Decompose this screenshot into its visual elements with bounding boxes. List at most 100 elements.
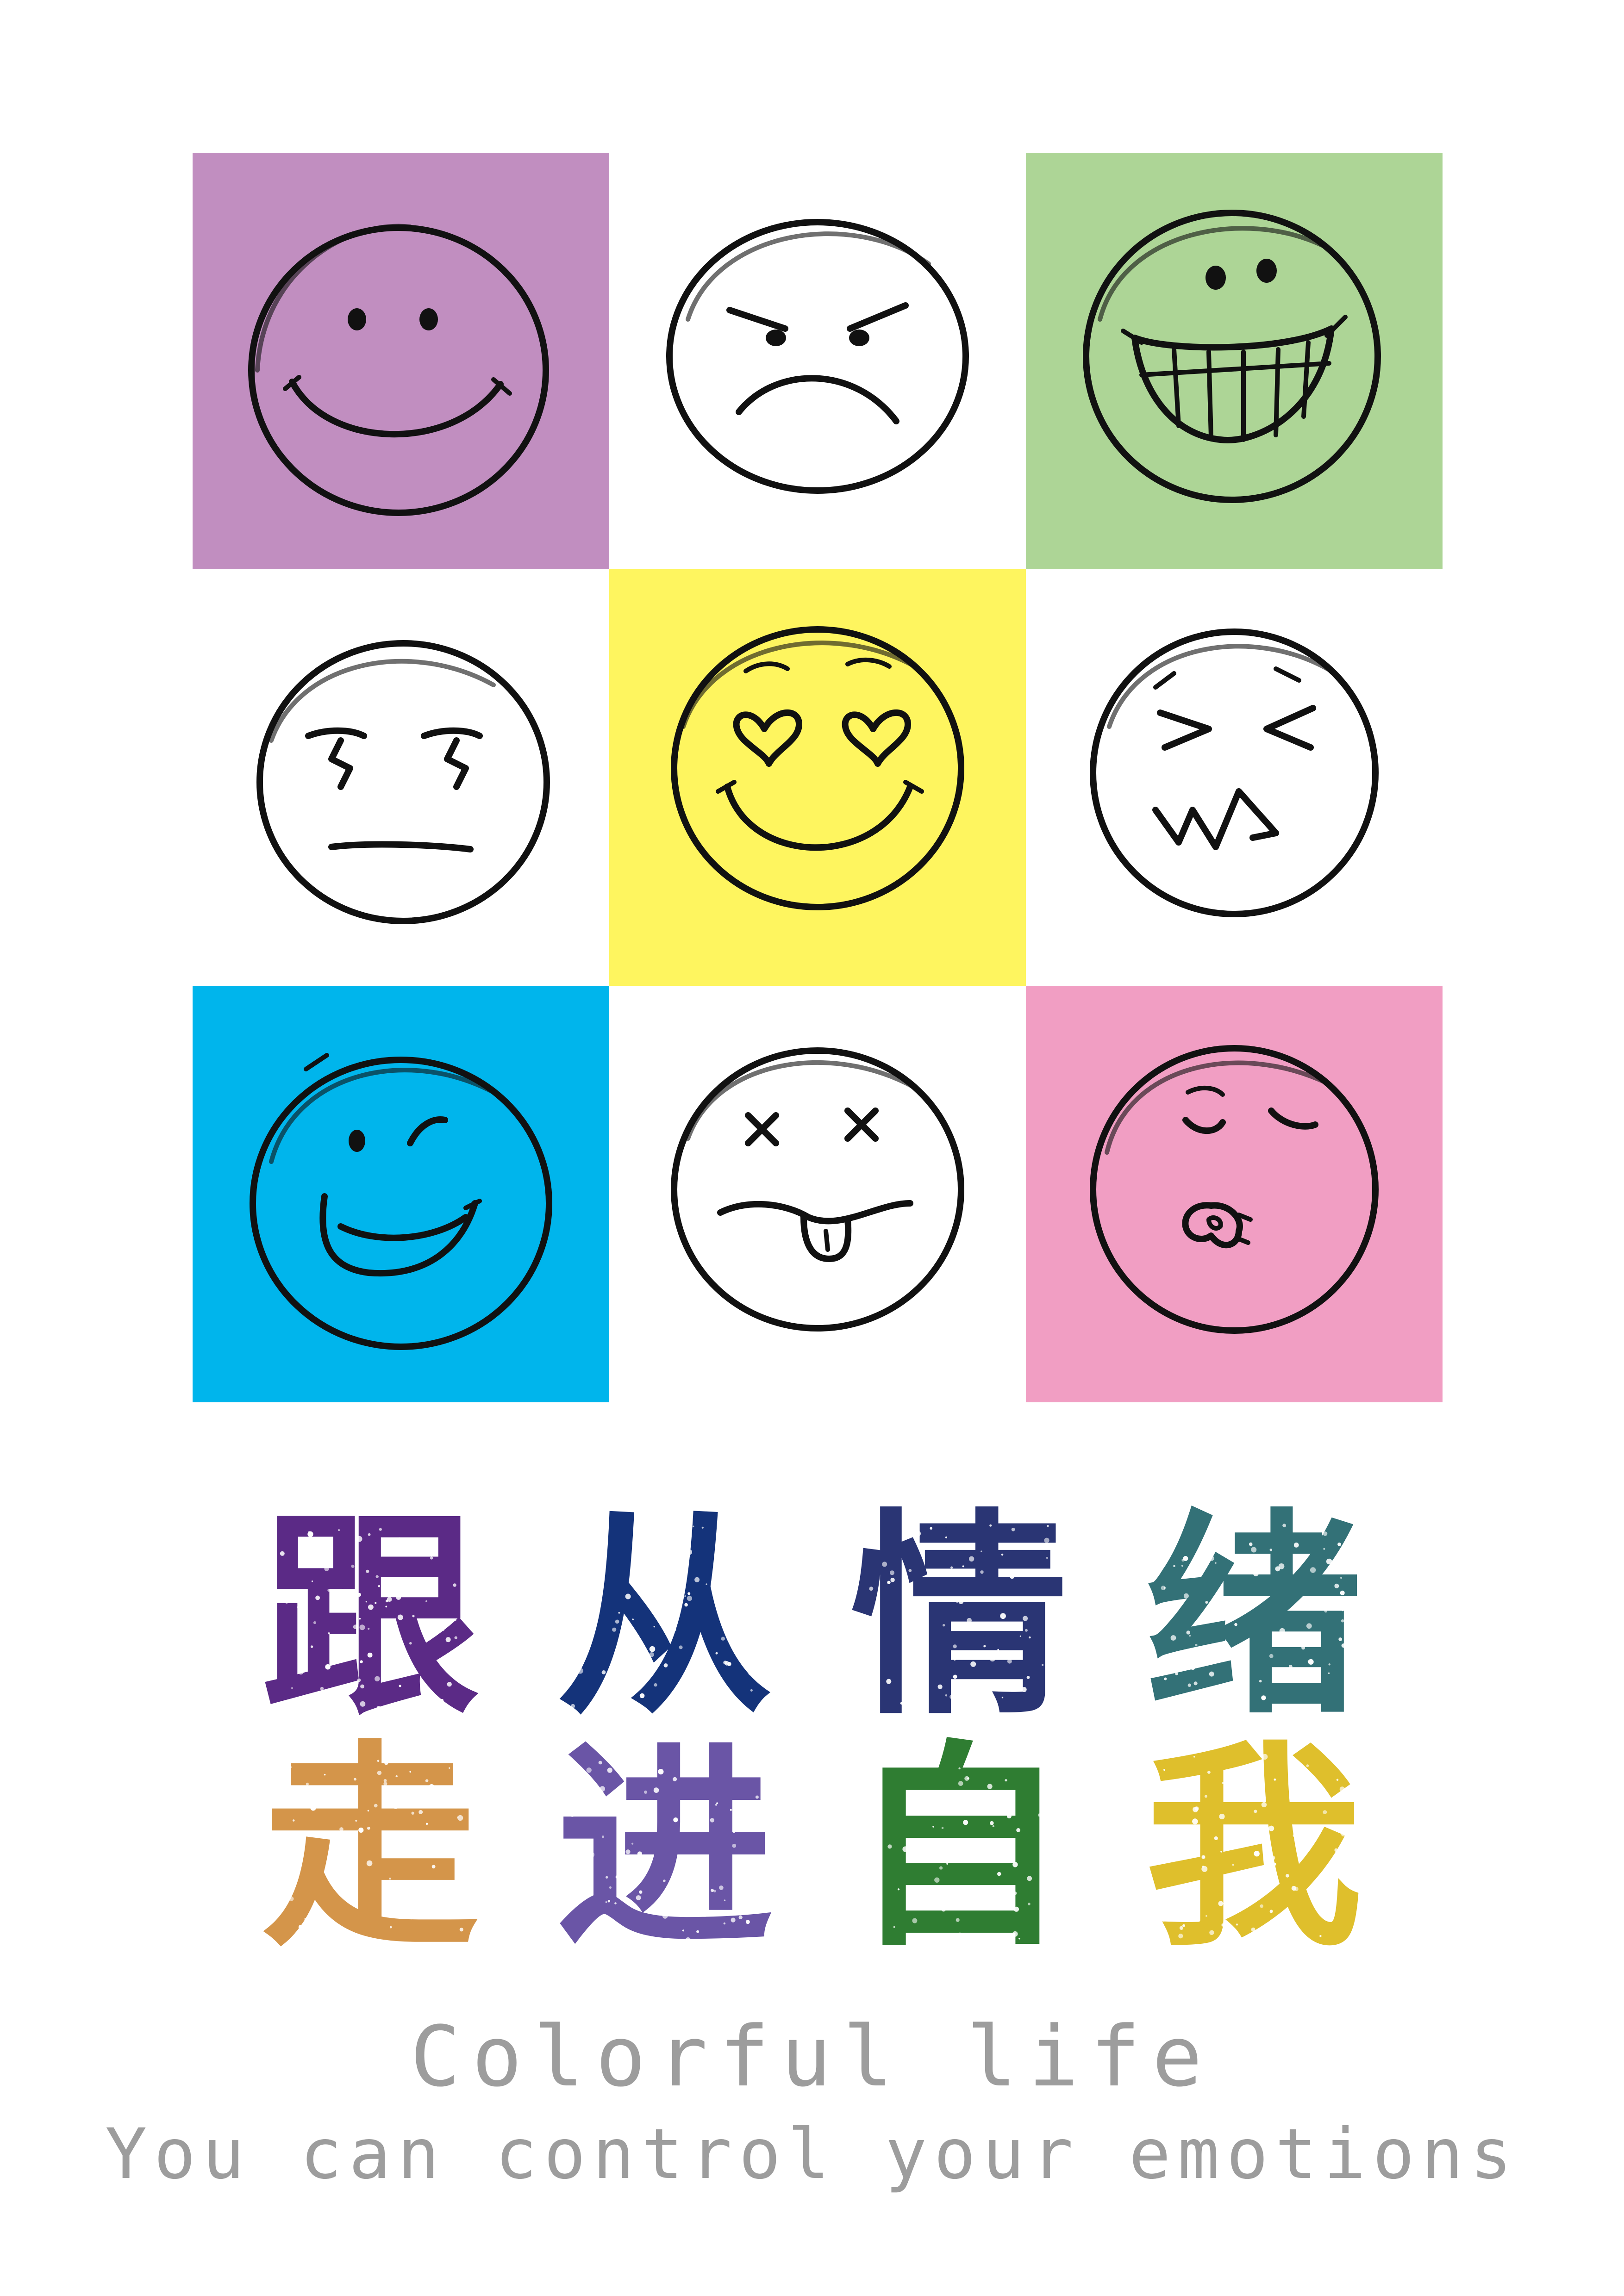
speckle-dot bbox=[1037, 1813, 1041, 1817]
speckle-dot bbox=[1012, 1931, 1018, 1937]
speckle-dot bbox=[625, 1593, 631, 1599]
speckle-dot bbox=[1001, 1697, 1004, 1699]
speckle-dot bbox=[1044, 1537, 1049, 1543]
speckle-dot bbox=[367, 1827, 370, 1830]
speckle-dot bbox=[309, 1785, 314, 1791]
speckle-dot bbox=[376, 1706, 381, 1711]
speckle-dot bbox=[713, 1890, 716, 1892]
speckle-dot bbox=[297, 1604, 303, 1610]
speckle-dot bbox=[912, 1804, 919, 1810]
speckle-dot bbox=[289, 1896, 294, 1901]
speckle-dot bbox=[1269, 1549, 1273, 1551]
speckle-dot bbox=[310, 1805, 316, 1811]
speckle-dot bbox=[307, 1705, 311, 1709]
dizzy-tongue-face-icon bbox=[671, 1047, 964, 1332]
speckle-dot bbox=[1279, 1628, 1285, 1634]
speckle-dot bbox=[1219, 1813, 1225, 1820]
speckle-dot bbox=[665, 1900, 668, 1903]
speckle-dot bbox=[1174, 1885, 1179, 1891]
speckle-dot bbox=[748, 1670, 754, 1676]
speckle-dot bbox=[871, 1880, 878, 1886]
speckle-dot bbox=[924, 1903, 928, 1907]
title-char: 自 bbox=[848, 1738, 1070, 1960]
speckle-dot bbox=[1162, 1918, 1166, 1922]
speckle-dot bbox=[327, 1589, 331, 1592]
speckle-dot bbox=[1284, 1929, 1286, 1932]
speckle-dot bbox=[1340, 1590, 1345, 1595]
speckle-dot bbox=[637, 1570, 640, 1573]
speckle-dot bbox=[1269, 1654, 1274, 1658]
speckle-dot bbox=[902, 1846, 908, 1852]
speckle-dot bbox=[1245, 1899, 1249, 1903]
speckle-dot bbox=[1042, 1664, 1044, 1666]
speckle-dot bbox=[985, 1698, 987, 1700]
speckle-dot bbox=[1182, 1924, 1185, 1927]
speckle-dot bbox=[1023, 1616, 1028, 1621]
speckle-dot bbox=[639, 1890, 643, 1894]
speckle-dot bbox=[1340, 1577, 1342, 1579]
speckle-dot bbox=[449, 1755, 453, 1759]
speckle-dot bbox=[1318, 1530, 1319, 1532]
speckle-dot bbox=[1009, 1854, 1012, 1856]
speckle-dot bbox=[989, 1655, 995, 1661]
speckle-dot bbox=[943, 1624, 945, 1627]
speckle-dot bbox=[1274, 1778, 1276, 1781]
speckle-dot bbox=[871, 1761, 877, 1767]
speckle-dot bbox=[374, 1804, 378, 1808]
speckle-dot bbox=[457, 1892, 464, 1898]
speckle-dot bbox=[1187, 1683, 1191, 1687]
speckle-dot bbox=[324, 1773, 326, 1776]
speckle-dot bbox=[409, 1642, 412, 1645]
speckle-dot bbox=[897, 1888, 900, 1891]
speckle-dot bbox=[315, 1595, 320, 1600]
speckle-dot bbox=[452, 1842, 458, 1848]
speckle-dot bbox=[941, 1827, 944, 1829]
speckle-dot bbox=[576, 1854, 581, 1858]
speckle-dot bbox=[1301, 1646, 1305, 1650]
speckle-dot bbox=[963, 1820, 968, 1825]
speckle-dot bbox=[987, 1686, 990, 1688]
speckle-dot bbox=[738, 1915, 743, 1919]
speckle-dot bbox=[430, 1556, 433, 1560]
speckle-dot bbox=[1192, 1818, 1198, 1824]
speckle-dot bbox=[307, 1531, 313, 1537]
speckle-dot bbox=[612, 1627, 617, 1632]
speckle-dot bbox=[1028, 1903, 1031, 1905]
speckle-dot bbox=[1170, 1635, 1176, 1641]
speckle-dot bbox=[653, 1787, 659, 1793]
speckle-dot bbox=[288, 1589, 291, 1592]
speckle-dot bbox=[997, 1649, 999, 1651]
speckle-dot bbox=[1222, 1782, 1224, 1784]
speckle-dot bbox=[375, 1602, 377, 1604]
speckle-dot bbox=[1047, 1525, 1049, 1527]
winking-face-icon bbox=[250, 1053, 552, 1350]
speckle-dot bbox=[633, 1542, 637, 1547]
speckle-texture bbox=[570, 1760, 759, 1943]
speckle-dot bbox=[1043, 1912, 1045, 1914]
speckle-dot bbox=[875, 1755, 877, 1758]
speckle-dot bbox=[730, 1809, 732, 1811]
speckle-dot bbox=[869, 1587, 874, 1591]
speckle-dot bbox=[284, 1599, 289, 1604]
speckle-dot bbox=[1201, 1855, 1206, 1859]
speckle-dot bbox=[735, 1587, 738, 1590]
title-char: 绪 bbox=[1143, 1506, 1365, 1729]
speckle-dot bbox=[1206, 1663, 1208, 1666]
speckle-dot bbox=[397, 1614, 403, 1620]
speckle-dot bbox=[368, 1604, 374, 1610]
speckle-dot bbox=[442, 1629, 444, 1631]
speckle-dot bbox=[945, 1536, 947, 1538]
speckle-dot bbox=[1195, 1643, 1198, 1647]
speckle-dot bbox=[367, 1810, 369, 1812]
speckle-dot bbox=[934, 1877, 940, 1883]
speckle-dot bbox=[1175, 1672, 1178, 1675]
speckle-dot bbox=[313, 1621, 317, 1624]
speckle-dot bbox=[682, 1929, 684, 1932]
title-line-2: 走 进 自 我 bbox=[259, 1738, 1365, 1960]
speckle-dot bbox=[687, 1595, 693, 1601]
speckle-dot bbox=[1262, 1754, 1268, 1760]
speckle-dot bbox=[575, 1627, 580, 1632]
speckle-dot bbox=[285, 1591, 289, 1595]
speckle-dot bbox=[306, 1782, 309, 1786]
speckle-dot bbox=[389, 1926, 392, 1929]
